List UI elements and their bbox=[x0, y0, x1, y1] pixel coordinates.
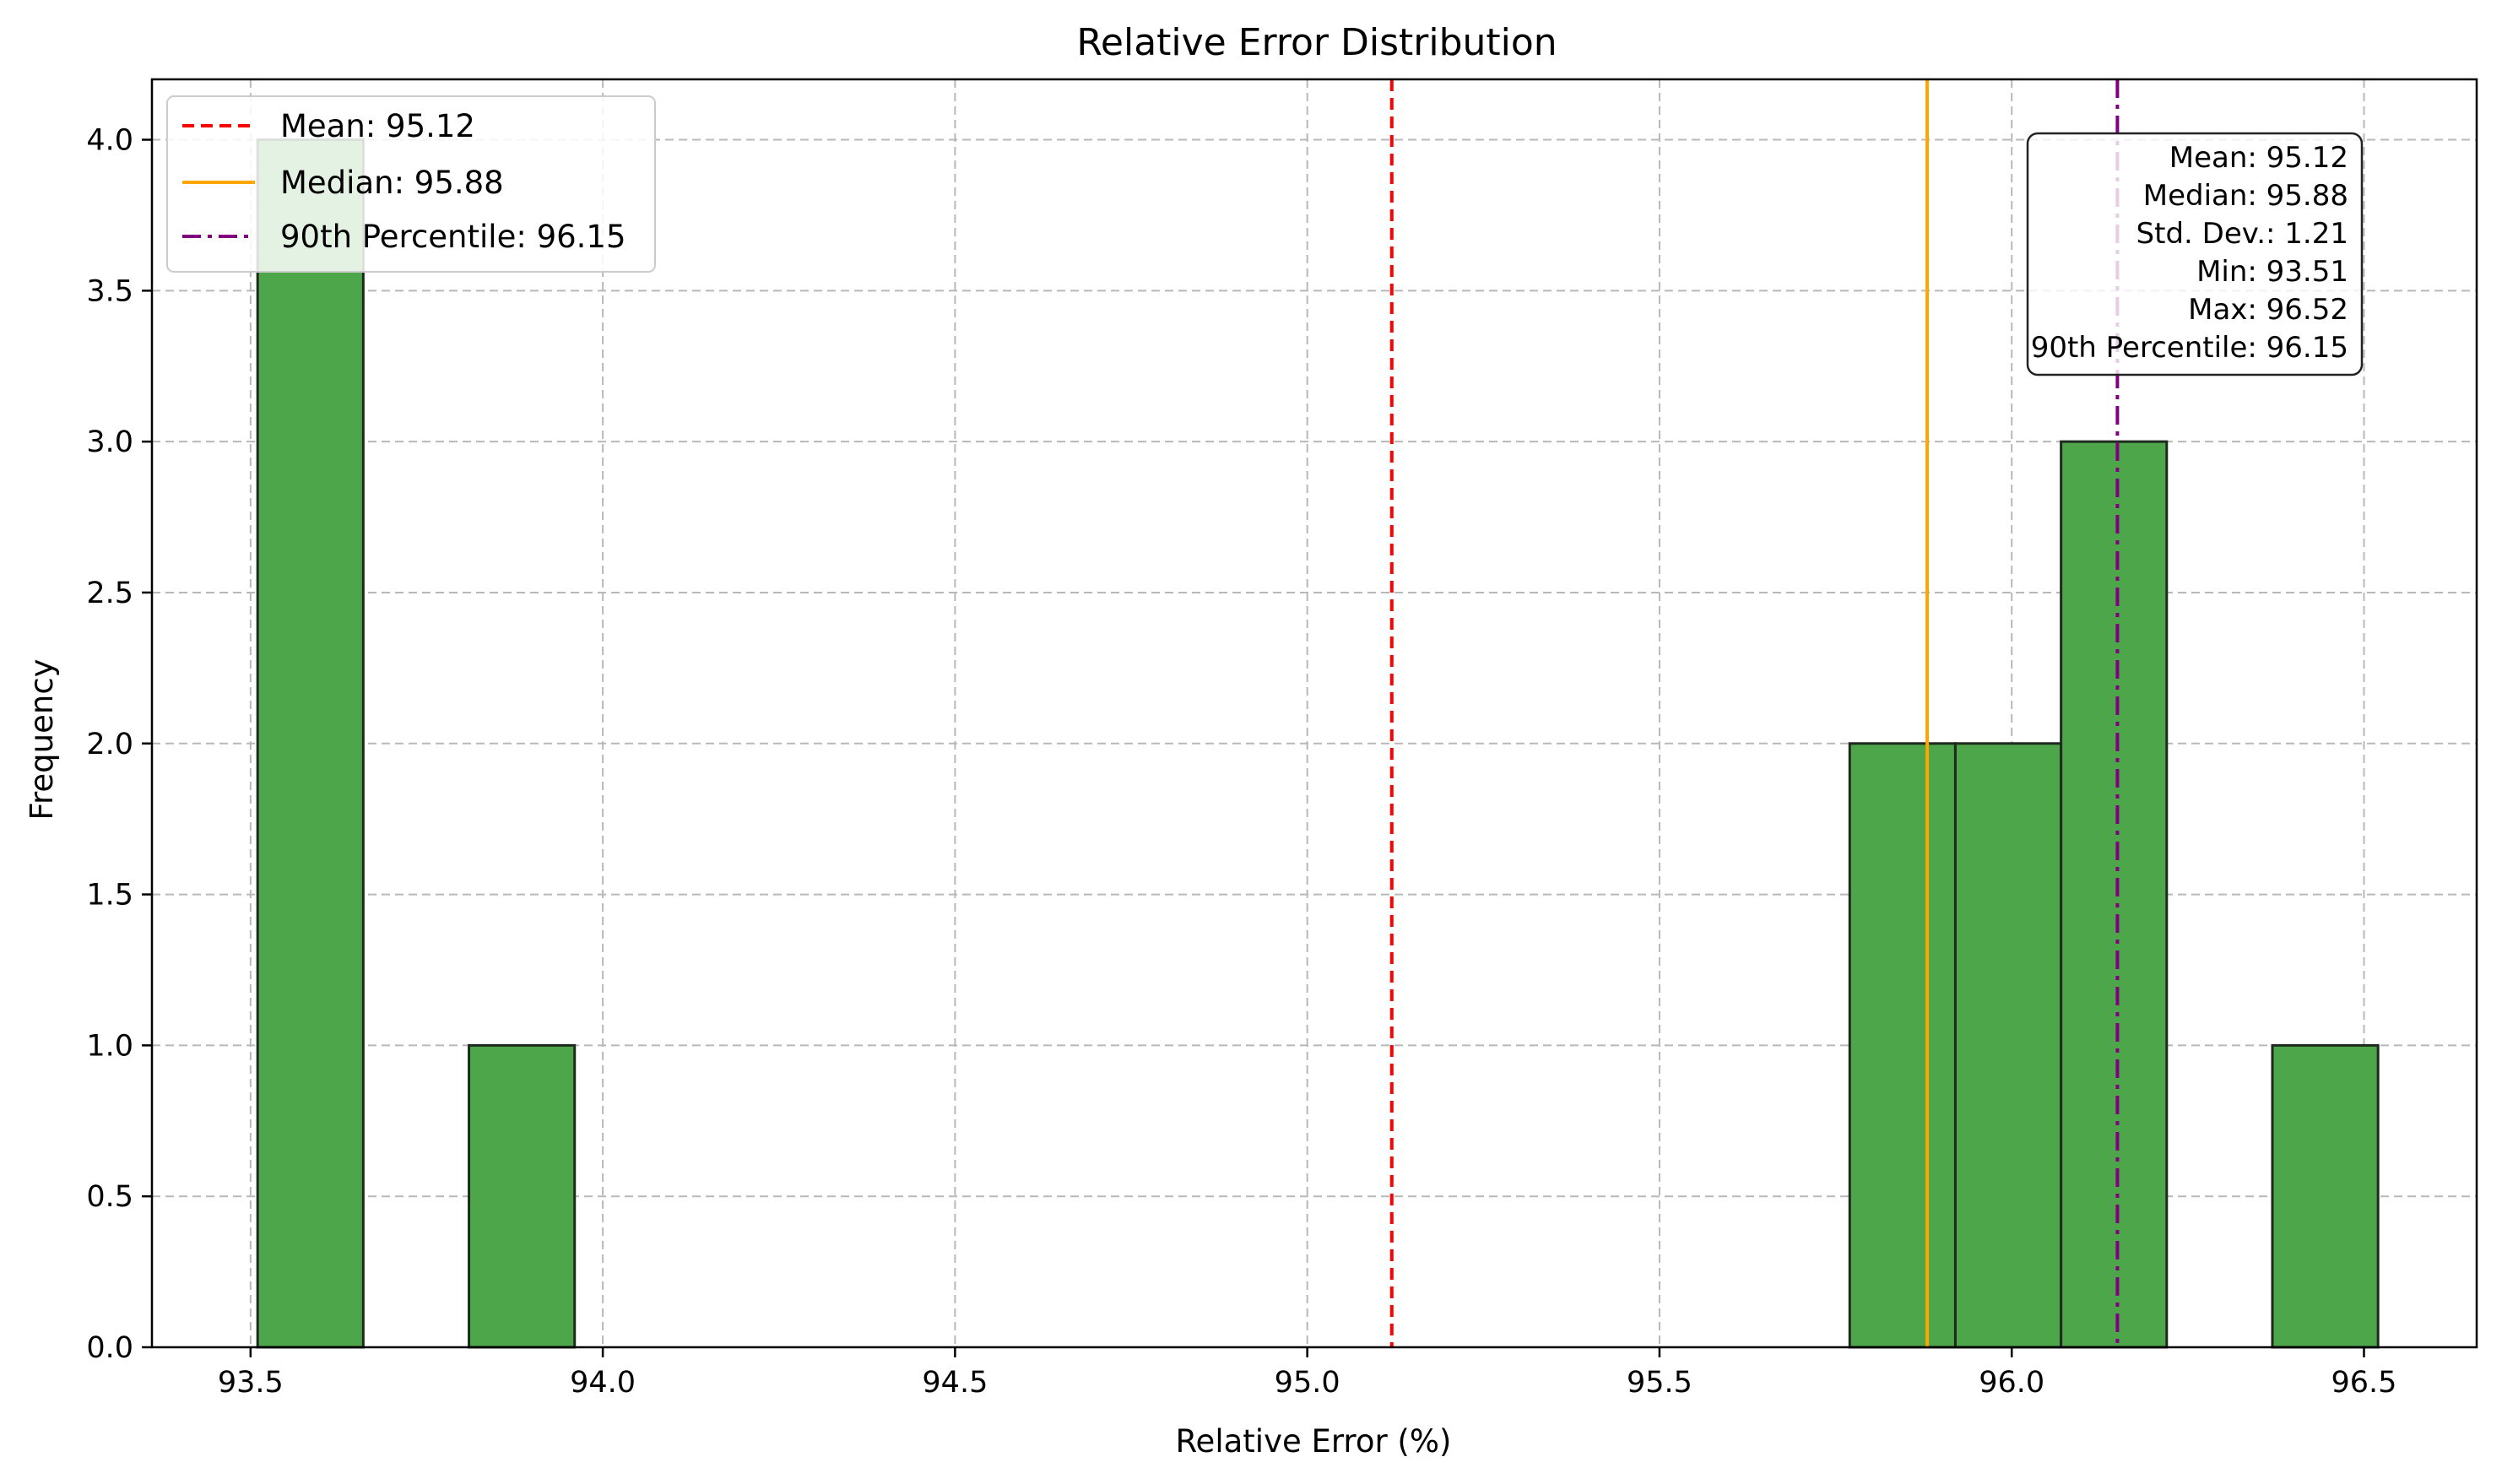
y-tick-label: 1.5 bbox=[86, 879, 133, 913]
histogram-bar bbox=[2271, 1043, 2380, 1349]
x-tick-label: 94.5 bbox=[922, 1366, 988, 1400]
histogram-bar bbox=[468, 1043, 577, 1349]
stats-box: Mean: 95.12 Median: 95.88 Std. Dev.: 1.2… bbox=[2026, 132, 2364, 376]
x-tick-label: 96.0 bbox=[1979, 1366, 2044, 1400]
x-axis-ticks: 93.5 94.0 94.5 95.0 95.5 96.0 96.5 bbox=[218, 1347, 2397, 1400]
stats-mean: Mean: 95.12 bbox=[2169, 141, 2348, 175]
stats-min: Min: 93.51 bbox=[2196, 255, 2348, 289]
x-axis-label: Relative Error (%) bbox=[1176, 1423, 1452, 1460]
legend-label-median: Median: 95.88 bbox=[280, 165, 504, 201]
y-tick-label: 0.5 bbox=[86, 1180, 133, 1214]
stats-std-dev: Std. Dev.: 1.21 bbox=[2136, 217, 2348, 251]
y-tick-label: 2.5 bbox=[86, 577, 133, 610]
legend: Mean: 95.12 Median: 95.88 90th Percentil… bbox=[166, 95, 656, 273]
y-axis-label: Frequency bbox=[24, 658, 60, 820]
histogram-bar bbox=[2060, 440, 2169, 1349]
reference-lines bbox=[1389, 79, 2120, 1347]
y-tick-label: 4.0 bbox=[86, 124, 133, 158]
y-tick-label: 3.0 bbox=[86, 425, 133, 459]
y-tick-label: 0.0 bbox=[86, 1331, 133, 1365]
x-tick-label: 93.5 bbox=[218, 1366, 284, 1400]
stats-max: Max: 96.52 bbox=[2188, 293, 2348, 327]
legend-label-mean: Mean: 95.12 bbox=[280, 108, 475, 144]
histogram-bar bbox=[256, 138, 365, 1349]
y-tick-label: 1.0 bbox=[86, 1029, 133, 1063]
histogram-bar bbox=[1953, 742, 2063, 1349]
x-tick-label: 95.5 bbox=[1627, 1366, 1692, 1400]
stats-box-frame bbox=[2026, 132, 2364, 376]
legend-frame bbox=[166, 95, 656, 273]
stats-median: Median: 95.88 bbox=[2143, 179, 2348, 213]
x-tick-label: 94.0 bbox=[570, 1366, 636, 1400]
y-axis-ticks: 0.0 0.5 1.0 1.5 2.0 2.5 3.0 3.5 4.0 bbox=[86, 124, 152, 1365]
stats-90th-percentile: 90th Percentile: 96.15 bbox=[2031, 331, 2348, 365]
x-tick-label: 96.5 bbox=[2331, 1366, 2397, 1400]
y-tick-label: 2.0 bbox=[86, 728, 133, 761]
chart-title: Relative Error Distribution bbox=[1076, 21, 1557, 64]
legend-label-90th-percentile: 90th Percentile: 96.15 bbox=[280, 219, 626, 255]
histogram-bar bbox=[1848, 742, 1957, 1349]
y-tick-label: 3.5 bbox=[86, 274, 133, 308]
histogram-bars bbox=[256, 138, 2380, 1349]
plot-frame bbox=[150, 78, 2478, 1349]
x-tick-label: 95.0 bbox=[1275, 1366, 1340, 1400]
